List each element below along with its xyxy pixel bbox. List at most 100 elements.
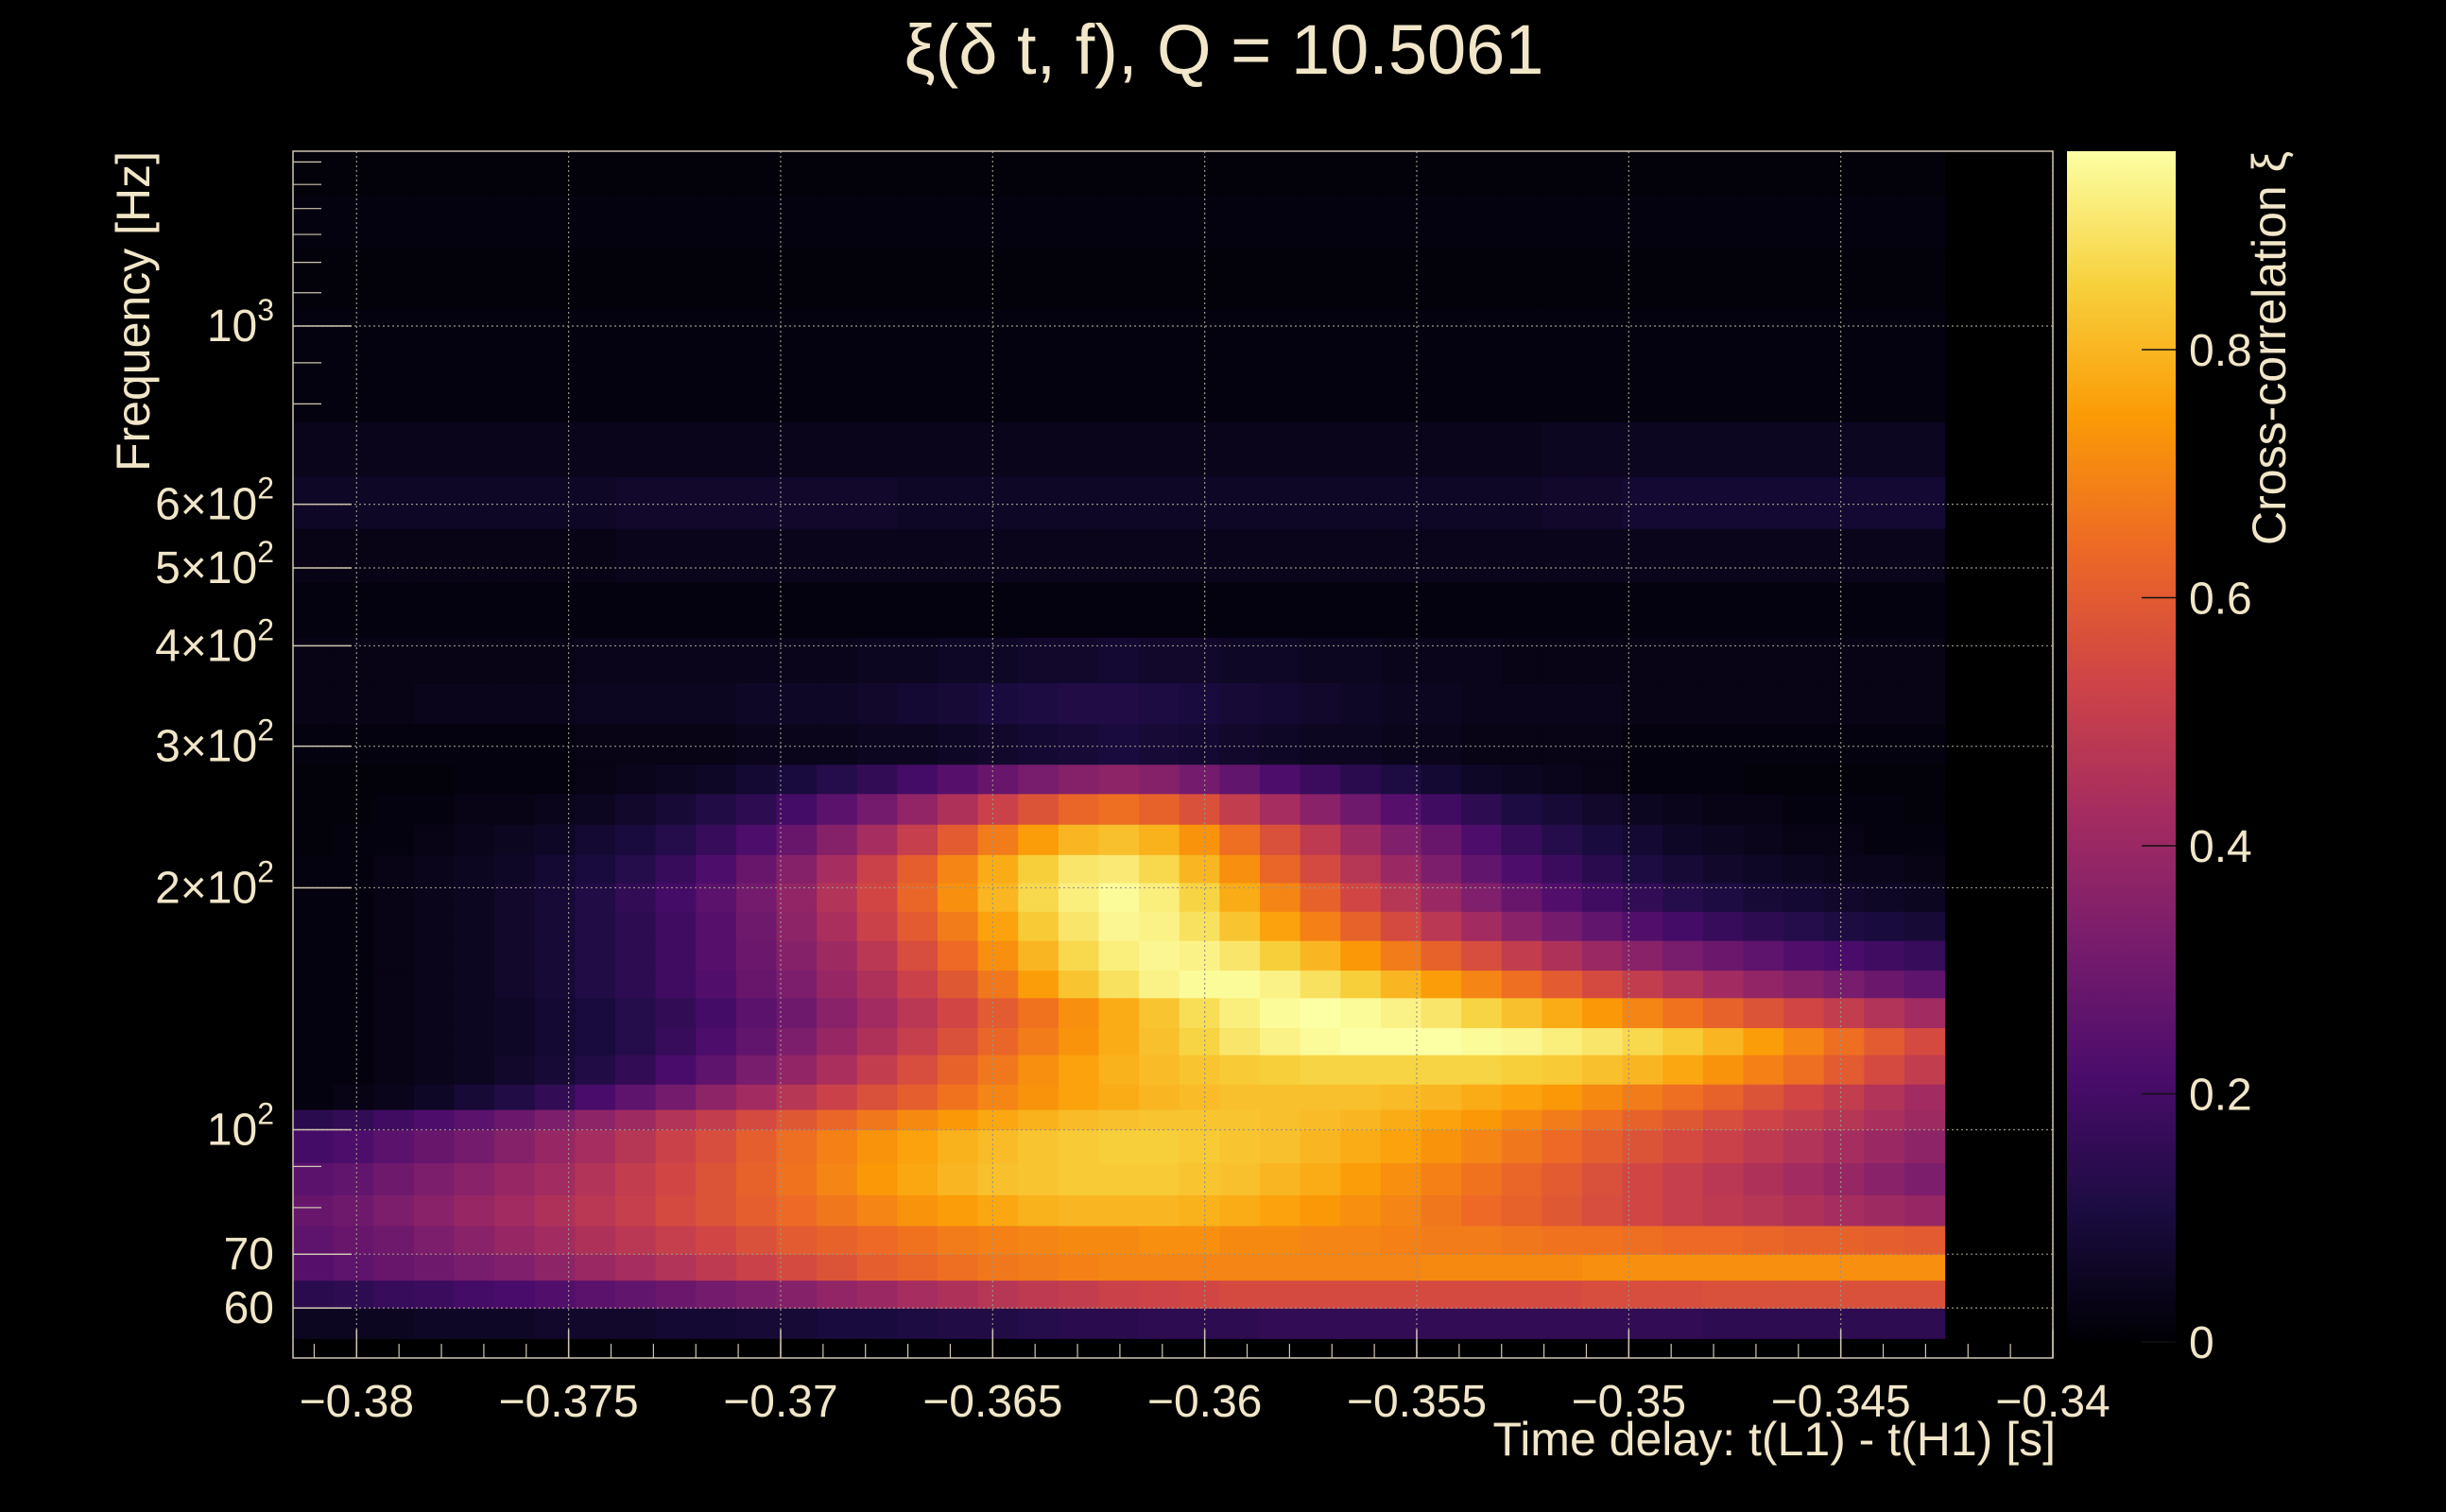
heatmap-cell: [897, 151, 939, 198]
heatmap-cell: [1501, 793, 1542, 825]
heatmap-cell: [333, 854, 374, 884]
heatmap-cell: [817, 1055, 858, 1085]
heatmap-cell: [817, 421, 858, 477]
heatmap-cell: [1903, 308, 1946, 368]
heatmap-cell: [1219, 151, 1261, 198]
heatmap-cell: [1823, 854, 1865, 884]
heatmap-cell: [614, 308, 657, 368]
heatmap-cell: [1380, 151, 1422, 198]
heatmap-cell: [454, 248, 495, 310]
heatmap-cell: [1098, 308, 1140, 368]
heatmap-cell: [776, 151, 818, 198]
heatmap-cell: [735, 793, 778, 825]
heatmap-cell: [937, 1129, 979, 1163]
heatmap-cell: [1461, 582, 1503, 638]
y-tick-label: 103: [207, 293, 274, 352]
heatmap-cell: [1098, 824, 1140, 855]
heatmap-cell: [655, 476, 697, 529]
heatmap-cell: [1340, 1108, 1382, 1131]
heatmap-cell: [856, 582, 898, 638]
heatmap-cell: [1259, 367, 1301, 422]
heatmap-cell: [937, 911, 979, 941]
heatmap-cell: [534, 882, 576, 912]
heatmap-cell: [1461, 1308, 1503, 1339]
heatmap-cell: [817, 882, 858, 912]
heatmap-cell: [373, 367, 415, 422]
heatmap-cell: [856, 151, 898, 198]
heatmap-cell: [1300, 764, 1341, 795]
heatmap-cell: [1179, 1254, 1220, 1281]
heatmap-cell: [977, 582, 1019, 638]
heatmap-cell: [977, 682, 1019, 725]
heatmap-cell: [937, 1308, 979, 1339]
heatmap-cell: [1823, 911, 1865, 941]
heatmap-cell: [575, 1308, 616, 1339]
heatmap-cell: [897, 582, 939, 638]
heatmap-cell: [1179, 882, 1220, 912]
heatmap-cell: [575, 940, 616, 971]
heatmap-cell: [1542, 476, 1583, 529]
heatmap-cell: [1662, 854, 1704, 884]
heatmap-cell: [1702, 248, 1745, 310]
heatmap-cell: [333, 682, 374, 725]
heatmap-cell: [856, 1162, 898, 1195]
heatmap-cell: [1702, 1280, 1745, 1309]
heatmap-cell: [575, 1162, 616, 1195]
heatmap-cell: [1542, 1194, 1583, 1227]
heatmap-cell: [1823, 582, 1865, 638]
heatmap-cell: [1179, 940, 1220, 971]
heatmap-cell: [1622, 882, 1663, 912]
heatmap-cell: [817, 1194, 858, 1227]
heatmap-cell: [1783, 1055, 1825, 1085]
heatmap-cell: [494, 764, 536, 795]
heatmap-cell: [373, 723, 415, 765]
heatmap-cell: [494, 997, 536, 1028]
heatmap-cell: [1823, 824, 1865, 855]
heatmap-cell: [1018, 1055, 1059, 1085]
heatmap-cell: [856, 1225, 898, 1255]
heatmap-cell: [1702, 824, 1745, 855]
heatmap-cell: [1581, 723, 1624, 765]
heatmap-cell: [1300, 970, 1341, 999]
heatmap-cell: [1300, 1280, 1341, 1309]
heatmap-cell: [1340, 882, 1382, 912]
y-tick-label: 5×102: [155, 535, 274, 593]
heatmap-cell: [1903, 1055, 1946, 1085]
heatmap-cell: [856, 1055, 898, 1085]
heatmap-cell: [1018, 854, 1059, 884]
heatmap-cell: [1058, 1108, 1100, 1131]
heatmap-cell: [333, 824, 374, 855]
heatmap-cell: [897, 1084, 939, 1110]
colorbar-tick-label: 0.6: [2189, 575, 2252, 625]
heatmap-cell: [655, 1027, 697, 1056]
heatmap-cell: [735, 367, 778, 422]
heatmap-cell: [1823, 970, 1865, 999]
heatmap-cell: [1179, 367, 1220, 422]
heatmap-cell: [1461, 151, 1503, 198]
heatmap-cell: [1501, 882, 1542, 912]
heatmap-cell: [575, 824, 616, 855]
heatmap-cell: [696, 1108, 737, 1131]
heatmap-cell: [655, 528, 697, 583]
heatmap-cell: [856, 1108, 898, 1131]
heatmap-cell: [1179, 723, 1220, 765]
heatmap-cell: [494, 1027, 536, 1056]
heatmap-cell: [1259, 1108, 1301, 1131]
heatmap-cell: [1139, 1308, 1180, 1339]
heatmap-cell: [735, 1055, 778, 1085]
heatmap-cell: [696, 997, 737, 1028]
heatmap-cell: [1300, 476, 1341, 529]
heatmap-cell: [1300, 1084, 1341, 1110]
heatmap-cell: [1864, 1055, 1905, 1085]
heatmap-cell: [1662, 248, 1704, 310]
heatmap-cell: [494, 421, 536, 477]
heatmap-cell: [1903, 764, 1946, 795]
heatmap-cell: [1864, 764, 1905, 795]
heatmap-cell: [1179, 997, 1220, 1028]
heatmap-cell: [1098, 196, 1140, 249]
heatmap-cell: [1259, 582, 1301, 638]
heatmap-cell: [1542, 882, 1583, 912]
heatmap-cell: [1581, 1027, 1624, 1056]
heatmap-cell: [534, 637, 576, 683]
heatmap-cell: [614, 248, 657, 310]
